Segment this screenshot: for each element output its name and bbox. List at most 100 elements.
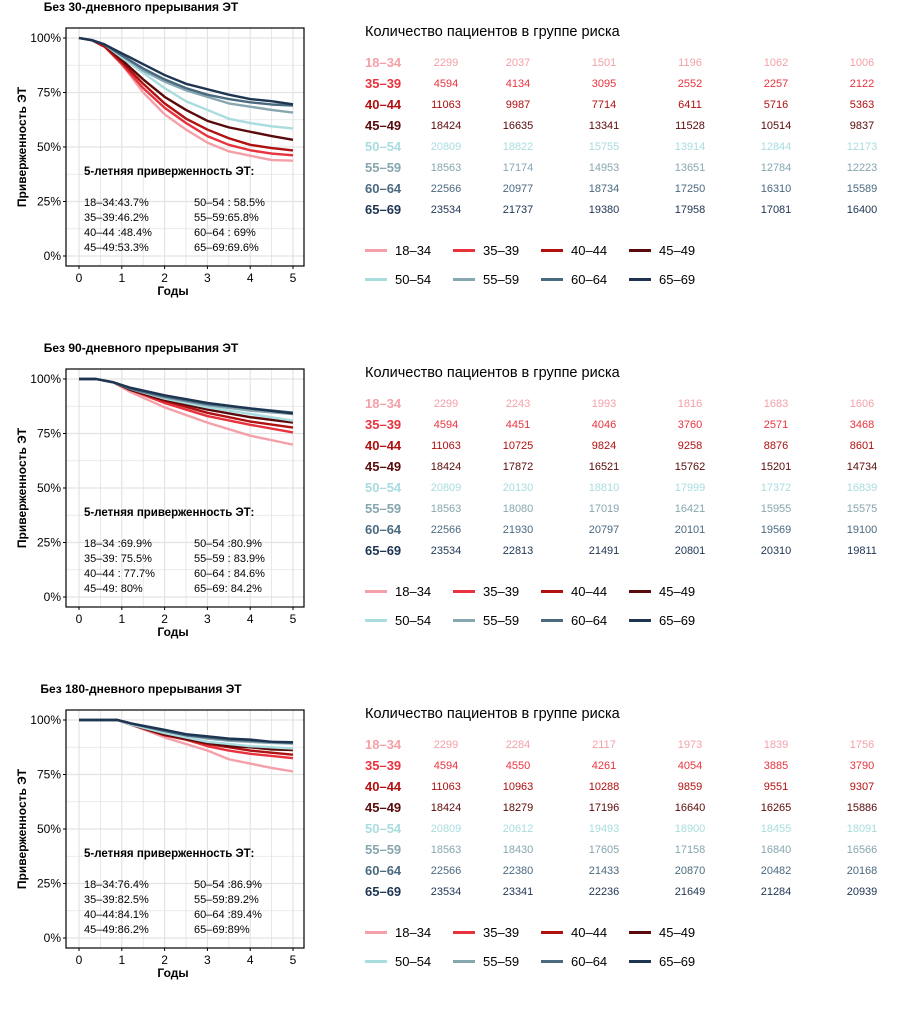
legend-item: 55–59 <box>453 954 541 969</box>
summary-entry: 50–54 : 58.5% <box>194 197 265 209</box>
x-tick-label: 3 <box>204 612 211 626</box>
risk-count: 11063 <box>431 98 461 111</box>
legend-swatch <box>541 619 563 622</box>
y-axis-label: Приверженность ЭТ <box>15 768 29 889</box>
legend-swatch <box>541 931 563 934</box>
risk-count: 18455 <box>760 822 792 835</box>
x-tick-label: 0 <box>76 953 83 967</box>
x-tick-label: 3 <box>204 271 211 285</box>
risk-count: 4594 <box>433 418 459 431</box>
legend-row: 50–54 55–59 60–64 65–69 <box>365 947 725 976</box>
risk-count: 18430 <box>502 843 534 856</box>
legend-item: 65–69 <box>629 272 717 287</box>
risk-count: 21491 <box>588 544 620 557</box>
y-tick-label: 50% <box>37 481 61 495</box>
x-tick-label: 2 <box>161 271 168 285</box>
risk-count: 18424 <box>430 460 462 473</box>
summary-entry: 18–34:43.7% <box>84 197 149 209</box>
y-tick-label: 100% <box>30 713 61 727</box>
risk-count: 1006 <box>849 56 875 69</box>
x-tick-label: 2 <box>161 612 168 626</box>
x-tick-label: 5 <box>290 953 297 967</box>
chart-title: Без 180-дневного прерывания ЭТ <box>40 682 242 696</box>
legend-swatch <box>453 619 475 622</box>
risk-count: 15955 <box>760 502 792 515</box>
summary-box: 5-летняя приверженность ЭТ: 18–34 :69.9% 5… <box>84 506 304 597</box>
summary-box: 5-летняя приверженность ЭТ: 18–34:43.7% 50… <box>84 165 304 256</box>
risk-count: 15762 <box>674 460 706 473</box>
summary-grid: 18–34:43.7% 50–54 : 58.5% 35–39:46.2% 55–59… <box>84 196 304 256</box>
legend-swatch <box>629 278 651 281</box>
risk-count: 21433 <box>588 864 620 877</box>
legend-swatch <box>365 278 387 281</box>
risk-count: 17999 <box>674 481 706 494</box>
legend-swatch <box>629 931 651 934</box>
plot-area: 0% 25% 50% 75% 100% 0 1 2 3 4 5 Годы Приверженность … <box>15 27 305 298</box>
legend-label: 35–39 <box>483 584 520 599</box>
risk-count: 16265 <box>760 801 792 814</box>
legend-item: 35–39 <box>453 584 541 599</box>
legend-swatch <box>453 249 475 252</box>
risk-count: 2299 <box>433 738 459 751</box>
y-tick-label: 75% <box>37 86 61 100</box>
risk-count: 18810 <box>588 481 620 494</box>
x-axis-label: Годы <box>157 625 188 639</box>
risk-group-label: 45–49 <box>365 800 402 815</box>
risk-count: 20168 <box>846 864 878 877</box>
risk-count: 2284 <box>505 738 531 751</box>
risk-count: 4451 <box>505 418 531 431</box>
legend-swatch <box>365 249 387 252</box>
risk-group-label: 40–44 <box>365 438 402 453</box>
risk-count: 16635 <box>502 119 534 132</box>
risk-count: 22566 <box>430 182 462 195</box>
risk-count: 9987 <box>505 98 531 111</box>
y-tick-label: 0% <box>44 931 62 945</box>
x-tick-label: 2 <box>161 953 168 967</box>
legend-item: 18–34 <box>365 925 453 940</box>
risk-count: 13914 <box>674 140 706 153</box>
risk-count: 10963 <box>502 780 534 793</box>
legend-item: 40–44 <box>541 243 629 258</box>
summary-entry: 45–49: 80% <box>84 583 143 595</box>
risk-count: 18900 <box>674 822 706 835</box>
x-tick-label: 4 <box>247 612 254 626</box>
risk-count: 17019 <box>588 502 620 515</box>
risk-count: 22380 <box>502 864 534 877</box>
risk-count: 1501 <box>591 56 617 69</box>
y-tick-label: 25% <box>37 536 61 550</box>
risk-count: 3760 <box>677 418 703 431</box>
summary-entry: 40–44 :48.4% <box>84 227 152 239</box>
summary-entry: 55–59:65.8% <box>194 212 259 224</box>
legend-label: 50–54 <box>395 954 432 969</box>
risk-group-label: 50–54 <box>365 480 402 495</box>
risk-count: 17174 <box>502 161 534 174</box>
risk-row: 65–69 23534 23341 22236 21649 21284 20939 <box>365 881 905 902</box>
risk-count: 21930 <box>502 523 534 536</box>
legend-label: 50–54 <box>395 272 432 287</box>
risk-count: 20310 <box>760 544 792 557</box>
risk-count: 16640 <box>674 801 706 814</box>
legend-swatch <box>541 278 563 281</box>
risk-count: 17372 <box>760 481 792 494</box>
risk-count: 21737 <box>502 203 534 216</box>
risk-row: 18–34 2299 2037 1501 1196 1062 1006 <box>365 52 905 73</box>
risk-group-label: 45–49 <box>365 459 402 474</box>
summary-entry: 55–59 : 83.9% <box>194 553 265 565</box>
legend-row: 18–34 35–39 40–44 45–49 <box>365 918 725 947</box>
legend-swatch <box>453 278 475 281</box>
legend-label: 45–49 <box>659 243 696 258</box>
summary-entry: 60–64 : 84.6% <box>194 568 265 580</box>
risk-table-title: Количество пациентов в группе риска <box>365 24 620 40</box>
risk-row: 55–59 18563 18080 17019 16421 15955 15575 <box>365 498 905 519</box>
legend-item: 50–54 <box>365 954 453 969</box>
risk-count: 9307 <box>849 780 875 793</box>
risk-group-label: 35–39 <box>365 758 402 773</box>
risk-count: 1973 <box>677 738 703 751</box>
legend-item: 55–59 <box>453 272 541 287</box>
summary-entry: 60–64 : 69% <box>194 227 256 239</box>
legend-swatch <box>365 931 387 934</box>
summary-entry: 65–69:89% <box>194 924 250 936</box>
legend-item: 50–54 <box>365 613 453 628</box>
legend-label: 40–44 <box>571 925 608 940</box>
risk-count: 16310 <box>760 182 792 195</box>
